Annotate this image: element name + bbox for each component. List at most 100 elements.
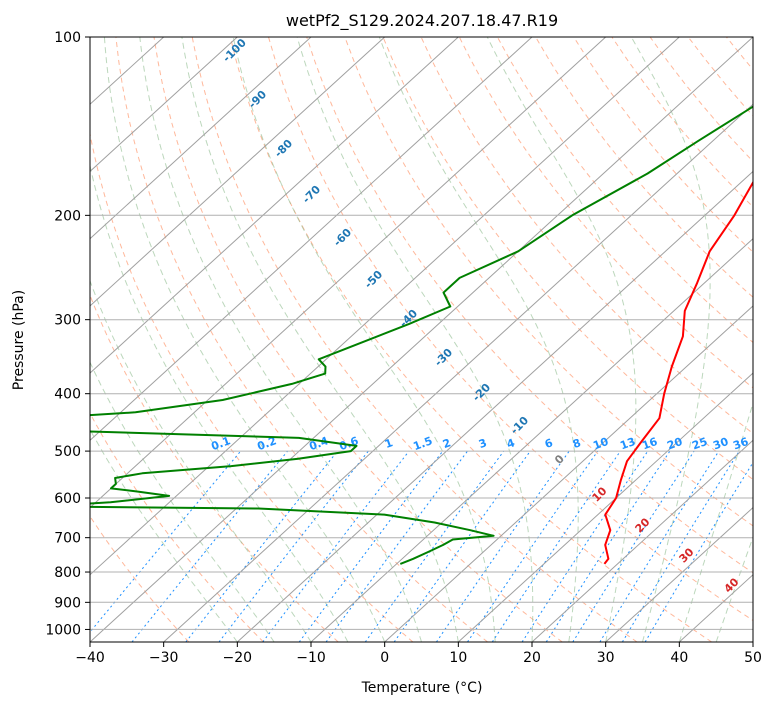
dry-adiabat-line bbox=[191, 37, 638, 642]
mixing-ratio-label: 25 bbox=[690, 435, 709, 452]
dry-adiabat-label: 0 bbox=[552, 452, 567, 467]
x-tick-label: 50 bbox=[744, 650, 762, 666]
isotherm-line bbox=[310, 237, 753, 642]
dry-adiabat-label: -80 bbox=[272, 137, 295, 160]
mixing-ratio-label: 20 bbox=[665, 435, 684, 453]
isotherm-line bbox=[90, 37, 680, 576]
isotherm-line bbox=[384, 305, 753, 642]
dry-adiabat-line bbox=[726, 37, 753, 71]
mixing-ratio-line bbox=[298, 450, 444, 642]
dry-adiabat-line bbox=[115, 37, 488, 642]
dry-adiabat-line bbox=[90, 131, 414, 642]
sounding-series bbox=[90, 105, 753, 565]
y-tick-label: 900 bbox=[54, 595, 81, 611]
x-axis-ticks: −40 −30 −20 −10 0 10 20 30 40 50 bbox=[75, 642, 762, 666]
x-tick-label: −20 bbox=[223, 650, 253, 666]
mixing-ratio-label: 3 bbox=[477, 436, 489, 451]
mixing-ratio-line bbox=[467, 450, 599, 642]
dry-adiabat-label: 30 bbox=[677, 545, 697, 565]
isotherm-line bbox=[457, 372, 753, 642]
y-tick-label: 300 bbox=[54, 313, 81, 329]
moist-adiabat-line bbox=[715, 535, 753, 642]
dry-adiabat-label: -20 bbox=[470, 381, 493, 404]
moist-adiabat-line bbox=[103, 37, 386, 642]
grid-layer bbox=[90, 37, 775, 642]
dry-adiabat-label: -70 bbox=[300, 183, 323, 206]
x-tick-label: 40 bbox=[670, 650, 688, 666]
isotherm-line bbox=[90, 37, 753, 642]
dry-adiabat-label: -100 bbox=[220, 36, 249, 65]
mixing-ratio-label: 2 bbox=[441, 436, 453, 451]
moist-adiabat-line bbox=[181, 37, 459, 642]
y-axis-label: Pressure (hPa) bbox=[11, 290, 27, 390]
y-tick-label: 1000 bbox=[45, 622, 81, 638]
isotherm-line bbox=[90, 37, 533, 442]
dry-adiabat-label: 40 bbox=[722, 575, 742, 595]
dry-adiabat-line bbox=[765, 37, 775, 642]
dry-adiabat-line bbox=[268, 37, 753, 622]
dry-adiabat-line bbox=[649, 37, 753, 163]
dry-adiabat-line bbox=[687, 37, 753, 117]
isotherm-line bbox=[90, 37, 312, 240]
x-tick-label: −10 bbox=[296, 650, 326, 666]
dry-adiabat-line bbox=[573, 37, 753, 253]
moist-adiabat-line bbox=[90, 163, 349, 642]
mixing-ratio-label: 30 bbox=[711, 435, 730, 453]
mixing-ratio-line bbox=[435, 450, 570, 642]
y-tick-label: 800 bbox=[54, 565, 81, 581]
x-tick-label: 10 bbox=[449, 650, 467, 666]
mixing-ratio-line bbox=[644, 461, 753, 642]
dry-adiabat-label: -10 bbox=[508, 414, 531, 437]
temperature-profile-line bbox=[603, 180, 753, 565]
x-tick-label: −30 bbox=[149, 650, 179, 666]
moist-adiabat-line bbox=[678, 401, 753, 642]
dewpoint-profile-line bbox=[90, 105, 753, 565]
mixing-ratio-line bbox=[491, 450, 621, 642]
plot-frame bbox=[89, 36, 754, 643]
isotherm-line bbox=[752, 641, 753, 642]
moist-adiabat-line bbox=[90, 279, 312, 642]
mixing-ratio-line bbox=[218, 450, 369, 642]
mixing-ratio-label: 8 bbox=[571, 436, 583, 451]
mixing-ratio-label: 4 bbox=[505, 436, 517, 451]
isotherm-line bbox=[531, 439, 753, 642]
mixing-ratio-line bbox=[364, 450, 505, 642]
dry-adiabat-label: -50 bbox=[362, 268, 385, 291]
mixing-ratio-line bbox=[262, 450, 410, 642]
dry-adiabat-line bbox=[344, 37, 753, 527]
x-tick-label: 20 bbox=[523, 650, 541, 666]
mixing-ratio-label: 10 bbox=[591, 435, 610, 453]
mixing-ratio-label: 36 bbox=[731, 435, 750, 453]
mixing-ratio-line bbox=[599, 450, 720, 642]
mixing-ratio-label: 1 bbox=[383, 436, 395, 451]
moist-adiabat-line bbox=[296, 37, 534, 642]
moist-adiabat-line bbox=[90, 428, 238, 642]
y-axis-ticks: 100 200 300 400 500 600 700 800 900 1000 bbox=[45, 30, 90, 638]
dry-adiabat-line bbox=[90, 412, 264, 642]
dry-adiabat-line bbox=[611, 37, 753, 208]
mixing-ratio-line bbox=[521, 450, 649, 642]
isotherm-line bbox=[163, 103, 753, 642]
mixing-ratio-label: 1.5 bbox=[411, 434, 434, 453]
mixing-ratio-label: 13 bbox=[618, 435, 637, 452]
mixing-ratio-line bbox=[325, 450, 468, 642]
chart-title: wetPf2_S129.2024.207.18.47.R19 bbox=[286, 11, 558, 31]
dry-adiabat-line bbox=[90, 515, 190, 642]
isotherm-line bbox=[605, 506, 753, 642]
mixing-ratio-line bbox=[621, 450, 740, 642]
mixing-ratio-label: 0.1 bbox=[209, 434, 232, 453]
dry-adiabat-line bbox=[229, 37, 712, 642]
y-tick-label: 100 bbox=[54, 30, 81, 46]
mixing-ratio-label: 16 bbox=[640, 435, 659, 453]
isotherm-line bbox=[90, 37, 607, 509]
y-tick-label: 200 bbox=[54, 208, 81, 224]
dry-adiabat-line bbox=[458, 37, 753, 389]
x-axis-label: Temperature (°C) bbox=[361, 680, 483, 696]
moist-adiabat-line bbox=[378, 37, 579, 642]
reference-line-labels: -100-90-80-70-60-50-40-30-20-10010203040… bbox=[209, 36, 750, 596]
dry-adiabat-line bbox=[496, 37, 753, 344]
isotherm-line bbox=[90, 37, 459, 374]
mixing-ratio-line bbox=[185, 450, 338, 642]
mixing-ratio-label: 0.2 bbox=[255, 434, 278, 453]
